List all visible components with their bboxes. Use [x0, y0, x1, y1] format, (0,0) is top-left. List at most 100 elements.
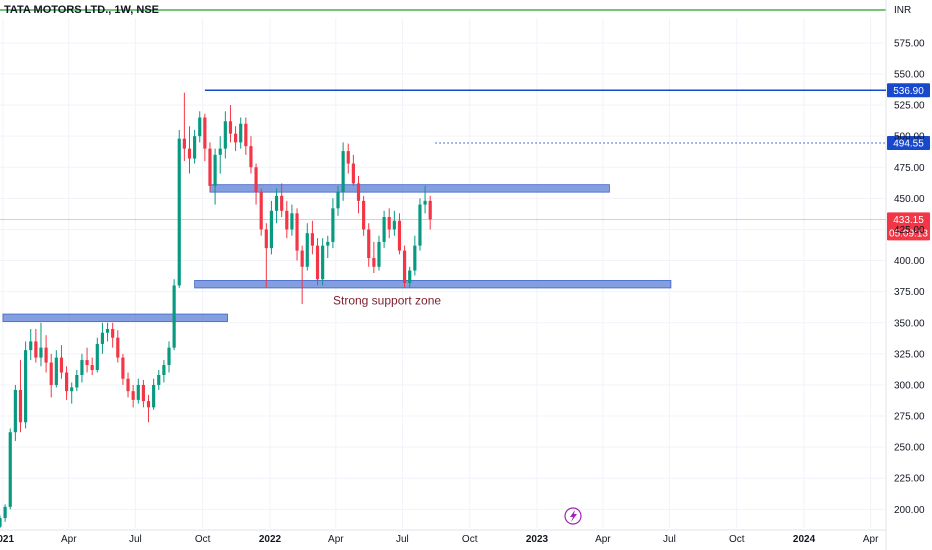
candle[interactable] — [244, 117, 248, 155]
candle-body — [413, 245, 417, 271]
candle[interactable] — [90, 357, 94, 375]
candle[interactable] — [290, 204, 294, 236]
candle[interactable] — [126, 372, 130, 398]
candle[interactable] — [59, 345, 64, 379]
candle[interactable] — [152, 378, 156, 410]
candle[interactable] — [49, 353, 53, 398]
candle[interactable] — [213, 148, 217, 205]
candle[interactable] — [218, 136, 222, 174]
candle[interactable] — [111, 322, 115, 348]
candle[interactable] — [121, 353, 125, 385]
candle[interactable] — [64, 366, 69, 400]
candle[interactable] — [326, 235, 330, 259]
candle[interactable] — [331, 198, 335, 249]
candle[interactable] — [367, 223, 371, 267]
candle[interactable] — [300, 245, 304, 305]
candle[interactable] — [44, 335, 48, 373]
candle[interactable] — [85, 347, 89, 373]
candle[interactable] — [387, 208, 391, 239]
candle[interactable] — [203, 113, 207, 162]
candle[interactable] — [228, 105, 233, 143]
candle[interactable] — [100, 322, 105, 354]
candle[interactable] — [198, 111, 202, 143]
candle[interactable] — [321, 238, 325, 286]
candle[interactable] — [377, 235, 381, 271]
candle-body — [121, 357, 125, 379]
candle[interactable] — [274, 188, 279, 224]
candle[interactable] — [362, 195, 366, 236]
candle-body — [24, 350, 28, 423]
candle[interactable] — [182, 92, 186, 162]
candle[interactable] — [418, 198, 422, 251]
candle[interactable] — [239, 117, 243, 149]
candle[interactable] — [80, 353, 84, 383]
candle[interactable] — [413, 235, 417, 276]
candle[interactable] — [356, 175, 361, 214]
candle-body — [356, 183, 361, 201]
candle[interactable] — [75, 370, 79, 392]
candle[interactable] — [34, 328, 38, 363]
candle[interactable] — [341, 142, 345, 201]
y-tick-label: 550.00 — [894, 69, 925, 80]
candle[interactable] — [423, 185, 427, 214]
candle[interactable] — [8, 428, 12, 510]
candle[interactable] — [136, 378, 140, 404]
candle[interactable] — [264, 223, 268, 288]
y-tick-label: 325.00 — [894, 349, 925, 360]
time-axis[interactable]: 2021 Apr Jul Oct 2022 Apr Jul Oct 2023 Apr Jul Oct 2… — [0, 534, 879, 545]
candle-body — [239, 123, 243, 143]
price-axis[interactable]: 200.00 225.00 250.00 275.00 300.00 325.00 350.… — [894, 38, 925, 515]
candle[interactable] — [13, 384, 17, 441]
candle[interactable] — [269, 200, 274, 255]
candle[interactable] — [141, 379, 145, 408]
candle[interactable] — [382, 210, 386, 249]
candle[interactable] — [208, 142, 212, 193]
candle[interactable] — [408, 266, 412, 288]
candle[interactable] — [310, 220, 314, 255]
candle[interactable] — [397, 213, 402, 255]
candle[interactable] — [116, 330, 120, 363]
candle[interactable] — [351, 154, 355, 186]
candles[interactable] — [0, 92, 432, 528]
candle[interactable] — [146, 394, 151, 423]
candle-body — [75, 375, 79, 388]
candle[interactable] — [259, 188, 263, 236]
candle[interactable] — [346, 143, 350, 174]
candle[interactable] — [162, 360, 166, 383]
candle[interactable] — [131, 384, 135, 408]
candle[interactable] — [70, 382, 74, 404]
bolt-icon[interactable] — [564, 507, 582, 525]
candle[interactable] — [39, 322, 43, 367]
candle[interactable] — [3, 504, 7, 522]
candle[interactable] — [0, 515, 2, 528]
candle[interactable] — [372, 241, 376, 273]
candle[interactable] — [95, 337, 99, 373]
candle[interactable] — [403, 245, 407, 288]
candle[interactable] — [54, 350, 58, 388]
candle[interactable] — [280, 183, 284, 218]
candle-body — [351, 163, 355, 184]
candle-body — [377, 241, 381, 267]
candle[interactable] — [177, 129, 181, 288]
candle[interactable] — [428, 195, 432, 230]
candle[interactable] — [295, 208, 299, 261]
candle[interactable] — [336, 185, 340, 216]
candle[interactable] — [305, 223, 309, 271]
candle[interactable] — [157, 370, 161, 390]
candle[interactable] — [105, 322, 110, 342]
candle[interactable] — [29, 328, 33, 361]
candle[interactable] — [254, 163, 258, 205]
candle[interactable] — [172, 279, 176, 351]
candle[interactable] — [249, 136, 253, 174]
candle[interactable] — [187, 126, 192, 174]
candle[interactable] — [223, 111, 227, 159]
candle[interactable] — [24, 341, 28, 429]
candle[interactable] — [233, 126, 238, 152]
candle[interactable] — [193, 129, 197, 164]
candle[interactable] — [18, 360, 23, 433]
candle[interactable] — [315, 238, 320, 286]
candle[interactable] — [167, 341, 171, 373]
candle-body — [64, 372, 69, 392]
candle[interactable] — [392, 210, 396, 236]
